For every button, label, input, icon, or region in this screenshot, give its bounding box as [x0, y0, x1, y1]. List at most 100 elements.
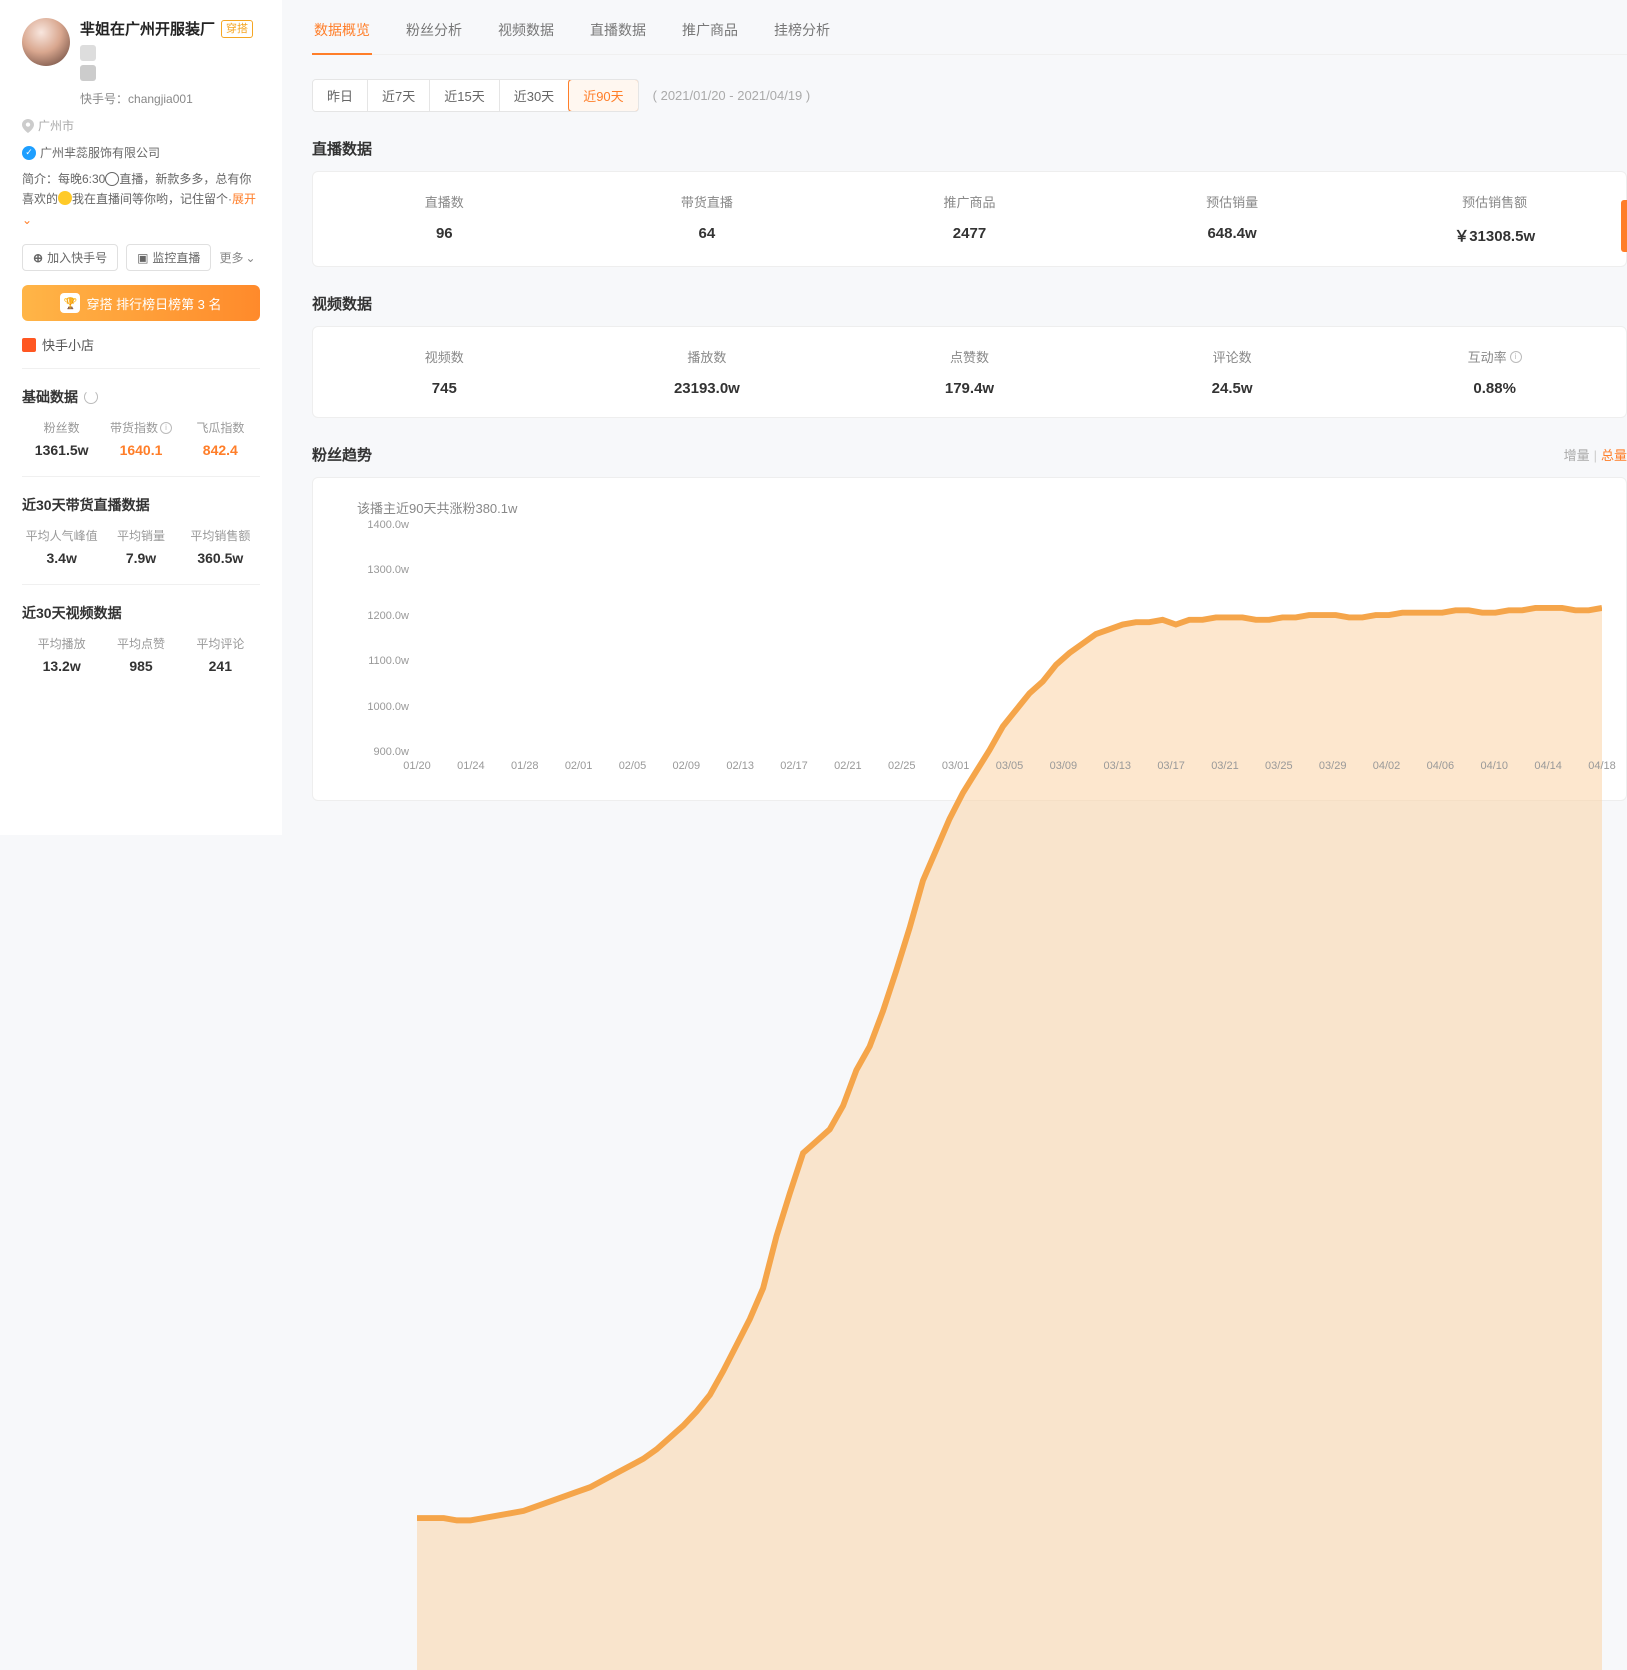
live-section-title: 直播数据	[312, 138, 1627, 159]
video-metric: 视频数745	[313, 347, 576, 397]
x-tick: 04/18	[1588, 760, 1616, 772]
live30-stat-item: 平均人气峰值 3.4w	[22, 527, 101, 566]
x-tick: 03/13	[1103, 760, 1131, 772]
x-tick: 04/06	[1427, 760, 1455, 772]
date-range-text: ( 2021/01/20 - 2021/04/19 )	[653, 88, 811, 103]
x-tick: 01/24	[457, 760, 485, 772]
metric-label: 预估销量	[1101, 192, 1364, 211]
stat-label: 平均评论	[181, 635, 260, 652]
metric-value: ￥31308.5w	[1363, 225, 1626, 246]
range-1[interactable]: 近7天	[368, 80, 430, 111]
stat-value: 13.2w	[22, 658, 101, 674]
refresh-icon[interactable]	[84, 390, 98, 404]
metric-label: 推广商品	[838, 192, 1101, 211]
tab-3[interactable]: 直播数据	[588, 20, 648, 54]
trend-note: 该播主近90天共涨粉380.1w	[357, 498, 1602, 517]
range-4[interactable]: 近90天	[568, 79, 638, 112]
x-tick: 01/28	[511, 760, 539, 772]
video-metric: 互动率i0.88%	[1363, 347, 1626, 397]
range-3[interactable]: 近30天	[500, 80, 569, 111]
live-metric: 带货直播 64	[576, 192, 839, 246]
stat-label: 平均点赞	[101, 635, 180, 652]
x-tick: 02/17	[780, 760, 808, 772]
stat-value: 1361.5w	[22, 442, 101, 458]
stat-value: 985	[101, 658, 180, 674]
metric-value: 745	[313, 380, 576, 397]
video-metric: 播放数23193.0w	[576, 347, 839, 397]
video30-title: 近30天视频数据	[22, 603, 260, 623]
range-2[interactable]: 近15天	[430, 80, 499, 111]
metric-value: 96	[313, 225, 576, 242]
trend-title: 粉丝趋势	[312, 444, 372, 465]
metric-value: 648.4w	[1101, 225, 1364, 242]
location: 广州市	[22, 117, 260, 134]
metric-value: 179.4w	[838, 380, 1101, 397]
chevron-down-icon: ⌄	[22, 213, 32, 227]
range-0[interactable]: 昨日	[313, 80, 368, 111]
y-tick: 900.0w	[374, 746, 409, 758]
stat-label: 带货指数i	[101, 419, 180, 436]
x-tick: 02/09	[673, 760, 701, 772]
stat-value: 3.4w	[22, 550, 101, 566]
live30-title: 近30天带货直播数据	[22, 495, 260, 515]
clock-icon	[105, 172, 119, 186]
live-metric: 直播数 96	[313, 192, 576, 246]
y-tick: 1200.0w	[367, 610, 409, 622]
video30-stat-item: 平均播放 13.2w	[22, 635, 101, 674]
trophy-icon: 🏆	[60, 293, 80, 313]
stat-label: 平均人气峰值	[22, 527, 101, 544]
metric-value: 0.88%	[1363, 380, 1626, 397]
x-tick: 03/05	[996, 760, 1024, 772]
shop-icon	[22, 338, 36, 352]
x-tick: 02/25	[888, 760, 916, 772]
live30-stat-item: 平均销售额360.5w	[181, 527, 260, 566]
video-section-title: 视频数据	[312, 293, 1627, 314]
x-tick: 02/13	[726, 760, 754, 772]
metric-label: 带货直播	[576, 192, 839, 211]
qr-icon[interactable]	[80, 45, 96, 61]
basic-stat-item: 粉丝数1361.5w	[22, 419, 101, 458]
chevron-down-icon: ⌄	[245, 251, 255, 265]
y-tick: 1000.0w	[367, 701, 409, 713]
x-tick: 01/20	[403, 760, 431, 772]
video-metric: 点赞数179.4w	[838, 347, 1101, 397]
tab-2[interactable]: 视频数据	[496, 20, 556, 54]
info-icon[interactable]: i	[1510, 351, 1522, 363]
metric-label: 直播数	[313, 192, 576, 211]
profile-name: 芈姐在广州开服装厂	[80, 18, 215, 39]
stat-value: 7.9w	[101, 550, 180, 566]
x-tick: 03/21	[1211, 760, 1239, 772]
company: ✓ 广州芈蕊服饰有限公司	[22, 144, 260, 161]
video-metric: 评论数24.5w	[1101, 347, 1364, 397]
join-button[interactable]: ⊕加入快手号	[22, 244, 118, 271]
location-icon	[22, 119, 34, 133]
metric-label: 预估销售额	[1363, 192, 1626, 211]
bio: 简介：每晚6:30直播，新款多多，总有你喜欢的我在直播间等你哟，记住留个·展开 …	[22, 169, 260, 230]
rank-banner[interactable]: 🏆 穿搭 排行榜日榜第 3 名	[22, 285, 260, 321]
tab-0[interactable]: 数据概览	[312, 20, 372, 54]
avatar[interactable]	[22, 18, 70, 66]
tab-4[interactable]: 推广商品	[680, 20, 740, 54]
metric-label: 播放数	[576, 347, 839, 366]
stat-label: 平均播放	[22, 635, 101, 652]
info-icon[interactable]: i	[160, 422, 172, 434]
x-tick: 03/09	[1050, 760, 1078, 772]
basic-stat-item: 带货指数i1640.1	[101, 419, 180, 458]
smile-icon	[58, 191, 72, 205]
trend-toggle[interactable]: 增量|总量	[1564, 445, 1627, 464]
monitor-button[interactable]: ▣监控直播	[126, 244, 211, 271]
metric-value: 2477	[838, 225, 1101, 242]
metric-value: 64	[576, 225, 839, 242]
x-tick: 02/01	[565, 760, 593, 772]
handle: 快手号：changjia001	[80, 90, 260, 107]
more-link[interactable]: 更多 ⌄	[219, 249, 255, 266]
stat-value: 360.5w	[181, 550, 260, 566]
tab-1[interactable]: 粉丝分析	[404, 20, 464, 54]
scroll-indicator	[1621, 200, 1627, 252]
trend-chart[interactable]	[417, 525, 1602, 1670]
outfit-tag: 穿搭	[221, 20, 253, 38]
y-tick: 1400.0w	[367, 519, 409, 531]
shop-link[interactable]: 快手小店	[22, 335, 260, 369]
tab-5[interactable]: 挂榜分析	[772, 20, 832, 54]
basic-stat-item: 飞瓜指数842.4	[181, 419, 260, 458]
